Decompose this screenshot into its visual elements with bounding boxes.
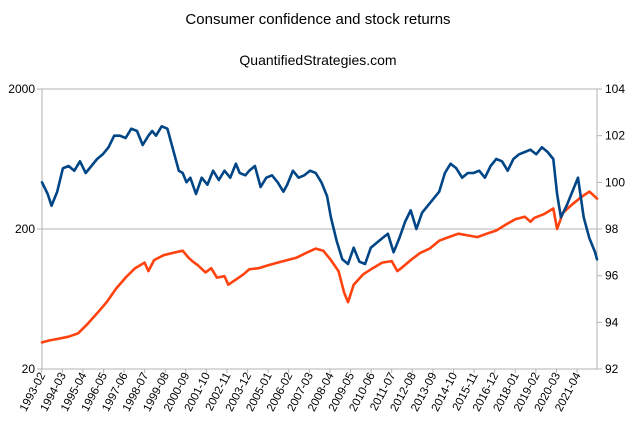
- right-axis-tick-label: 102: [605, 129, 625, 143]
- right-axis-tick-label: 92: [605, 362, 619, 376]
- left-axis: 20 200 2000: [8, 82, 42, 376]
- chart-title: Consumer confidence and stock returns: [185, 11, 450, 28]
- series-layer: [40, 125, 599, 344]
- right-axis-tick-label: 104: [605, 82, 625, 96]
- chart-subtitle: QuantifiedStrategies.com: [239, 52, 396, 68]
- right-axis-tick-label: 100: [605, 175, 625, 189]
- stock-index-line: [40, 190, 599, 344]
- x-axis: 1993-021994-031995-041996-051997-061998-…: [18, 369, 584, 414]
- right-axis: 92 94 96 98 100 102 104: [597, 82, 625, 376]
- left-axis-tick-label: 20: [22, 362, 36, 376]
- consumer-confidence-line: [40, 125, 599, 266]
- left-axis-tick-label: 200: [15, 222, 35, 236]
- right-axis-tick-label: 96: [605, 269, 619, 283]
- right-axis-tick-label: 94: [605, 315, 619, 329]
- gridlines: [42, 88, 597, 370]
- left-axis-tick-label: 2000: [8, 82, 35, 96]
- right-axis-tick-label: 98: [605, 222, 619, 236]
